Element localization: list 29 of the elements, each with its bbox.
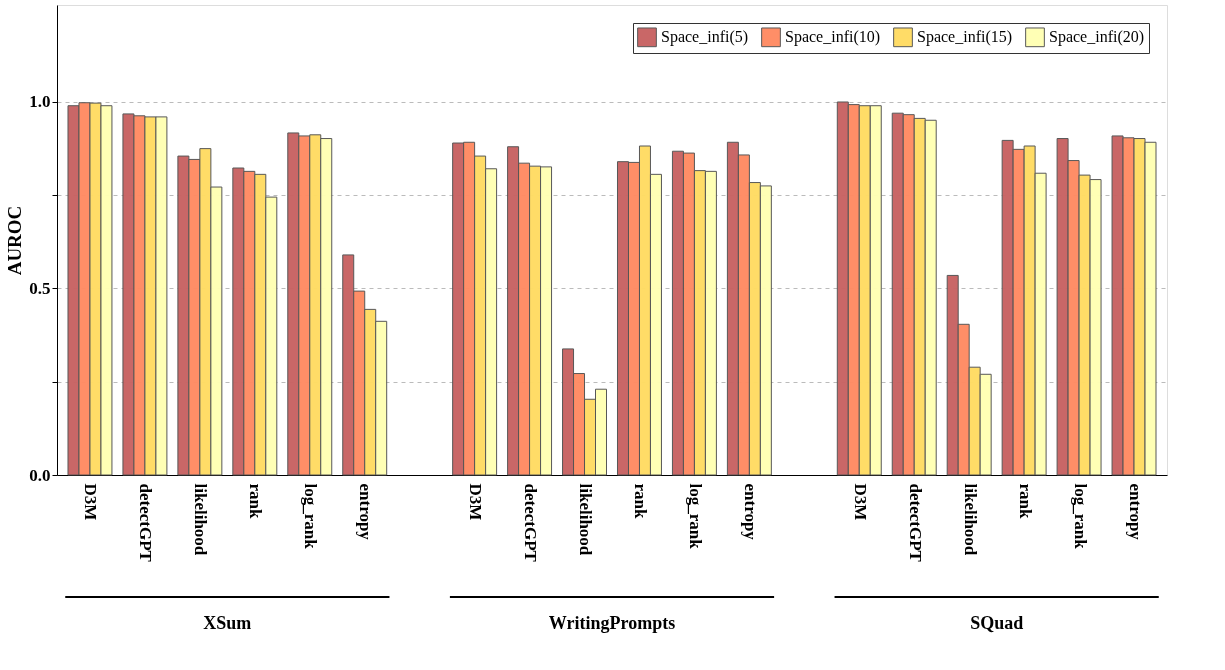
legend-label: Space_infi(15) [917, 28, 1013, 47]
x-tick-label: entropy [740, 483, 760, 541]
y-axis-title: AUROC [4, 205, 26, 276]
legend-label: Space_infi(10) [785, 28, 881, 47]
x-tick-label: detectGPT [136, 483, 156, 563]
x-tick-label: detectGPT [905, 483, 925, 563]
x-tick-label: entropy [356, 483, 376, 541]
x-tick-label: rank [630, 483, 650, 519]
x-tick-label: D3M [466, 483, 486, 521]
x-tick-label: D3M [81, 483, 101, 521]
x-tick-label: rank [1015, 483, 1035, 519]
legend-label: Space_infi(20) [1049, 28, 1145, 47]
y-tick-label: 1.0 [29, 92, 51, 112]
x-tick-label: log_rank [685, 483, 705, 550]
x-tick-label: likelihood [960, 483, 980, 556]
x-tick-label: log_rank [301, 483, 321, 550]
x-tick-label: log_rank [1070, 483, 1090, 550]
legend-label: Space_infi(5) [661, 28, 749, 47]
text: XSum [203, 613, 252, 633]
x-tick-label: detectGPT [521, 483, 541, 563]
y-tick-label: 0.0 [29, 465, 51, 485]
text: WritingPrompts [548, 613, 676, 633]
x-tick-label: likelihood [191, 483, 211, 556]
x-tick-label: entropy [1125, 483, 1145, 541]
text: SQuad [970, 613, 1024, 633]
x-tick-label: rank [246, 483, 266, 519]
x-tick-label: likelihood [576, 483, 596, 556]
x-tick-label: D3M [850, 483, 870, 521]
y-tick-label: 0.5 [29, 278, 51, 298]
